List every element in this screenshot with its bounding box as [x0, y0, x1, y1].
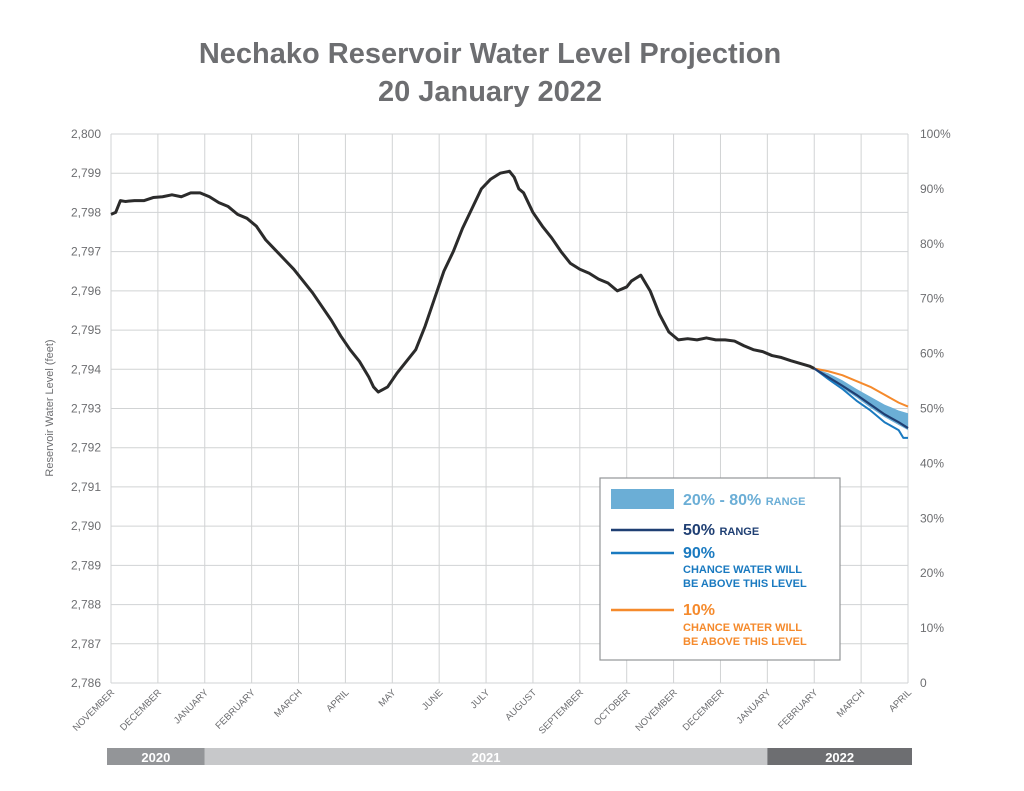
y2-tick-label: 100% — [920, 127, 951, 141]
y-tick-label: 2,799 — [71, 166, 101, 180]
year-band — [767, 748, 912, 765]
y-tick-label: 2,791 — [71, 480, 101, 494]
year-band-label: 2020 — [141, 750, 170, 765]
y2-tick-label: 90% — [920, 182, 944, 196]
legend-swatch-band — [611, 489, 674, 509]
x-tick-label: OCTOBER — [592, 687, 633, 728]
x-axis-ticks: NOVEMBER DECEMBER JANUARY FEBRUARY MARCH APRI… — [71, 687, 914, 737]
y-tick-label: 2,789 — [71, 558, 101, 572]
series-observed — [110, 169, 815, 394]
x-tick-label: FEBRUARY — [214, 687, 259, 732]
x-tick-label: DECEMBER — [681, 687, 727, 733]
x-tick-label: MARCH — [835, 687, 868, 720]
year-band — [204, 748, 768, 765]
legend-note-p90: CHANCE WATER WILL — [683, 564, 802, 576]
x-tick-label: NOVEMBER — [71, 687, 117, 733]
chart-title: Nechako Reservoir Water Level Projection — [198, 38, 782, 70]
x-tick-label: MARCH — [272, 687, 305, 720]
y-tick-label: 2,798 — [71, 205, 101, 219]
series-p50 — [813, 367, 909, 430]
y2-tick-label: 80% — [920, 237, 944, 251]
x-tick-label: NOVEMBER — [633, 687, 679, 733]
x-tick-label: JUNE — [420, 687, 445, 712]
series-p90 — [813, 367, 908, 439]
y-axis-ticks: 2,786 2,787 2,788 2,789 2,790 2,791 2,792 2,793… — [71, 127, 101, 690]
year-band — [107, 748, 205, 765]
y-tick-label: 2,788 — [71, 598, 101, 612]
legend-label-p10: 10% — [683, 602, 715, 619]
y2-tick-label: 40% — [920, 456, 944, 470]
x-tick-label: APRIL — [887, 687, 914, 714]
y2-tick-label: 60% — [920, 347, 944, 361]
year-band-label: 2022 — [825, 750, 854, 765]
y2-tick-label: 0 — [920, 676, 927, 690]
series-p10 — [814, 367, 909, 408]
y2-tick-label: 70% — [920, 292, 944, 306]
x-tick-label: FEBRUARY — [776, 687, 821, 732]
x-tick-label: JULY — [468, 687, 492, 711]
year-band-label: 2021 — [472, 750, 501, 765]
x-tick-label: AUGUST — [503, 687, 539, 723]
y-tick-label: 2,790 — [71, 519, 101, 533]
y-tick-label: 2,793 — [71, 402, 101, 416]
x-tick-label: DECEMBER — [118, 687, 164, 733]
y-tick-label: 2,796 — [71, 284, 101, 298]
x-tick-label: JANUARY — [172, 687, 211, 726]
y2-axis-ticks: 0 10% 20% 30% 40% 50% 60% 70% 80% 90% 100% — [920, 127, 951, 690]
year-bands: 2020 2021 2022 — [107, 748, 912, 765]
y2-tick-label: 30% — [920, 511, 944, 525]
y-tick-label: 2,800 — [71, 127, 101, 141]
y2-tick-label: 20% — [920, 566, 944, 580]
legend-note-p10: CHANCE WATER WILL — [683, 622, 802, 634]
y-axis-label: Reservoir Water Level (feet) — [44, 339, 56, 476]
legend-label-p50: 50% RANGE — [683, 522, 759, 539]
y2-tick-label: 50% — [920, 402, 944, 416]
x-tick-label: MAY — [377, 687, 399, 709]
y-tick-label: 2,795 — [71, 323, 101, 337]
y-tick-label: 2,792 — [71, 441, 101, 455]
grid-lines — [110, 133, 909, 684]
legend-note-p90: BE ABOVE THIS LEVEL — [683, 578, 807, 590]
x-tick-label: SEPTEMBER — [537, 687, 586, 736]
y-tick-label: 2,794 — [71, 362, 101, 376]
y-tick-label: 2,787 — [71, 637, 101, 651]
legend-note-p10: BE ABOVE THIS LEVEL — [683, 636, 807, 648]
y2-tick-label: 10% — [920, 621, 944, 635]
x-tick-label: APRIL — [324, 687, 351, 714]
legend-suffix-band: RANGE — [766, 496, 806, 508]
series-group — [110, 169, 909, 439]
legend-suffix-p50: RANGE — [719, 526, 759, 538]
chart-subtitle: 20 January 2022 — [377, 76, 603, 108]
legend: 20% - 80% RANGE 50% RANGE 90% CHANCE WATER … — [599, 477, 841, 661]
y-tick-label: 2,786 — [71, 676, 101, 690]
y-tick-label: 2,797 — [71, 245, 101, 259]
legend-label-band: 20% - 80% RANGE — [683, 492, 805, 509]
x-tick-label: JANUARY — [734, 687, 773, 726]
legend-label-p90: 90% — [683, 545, 715, 562]
